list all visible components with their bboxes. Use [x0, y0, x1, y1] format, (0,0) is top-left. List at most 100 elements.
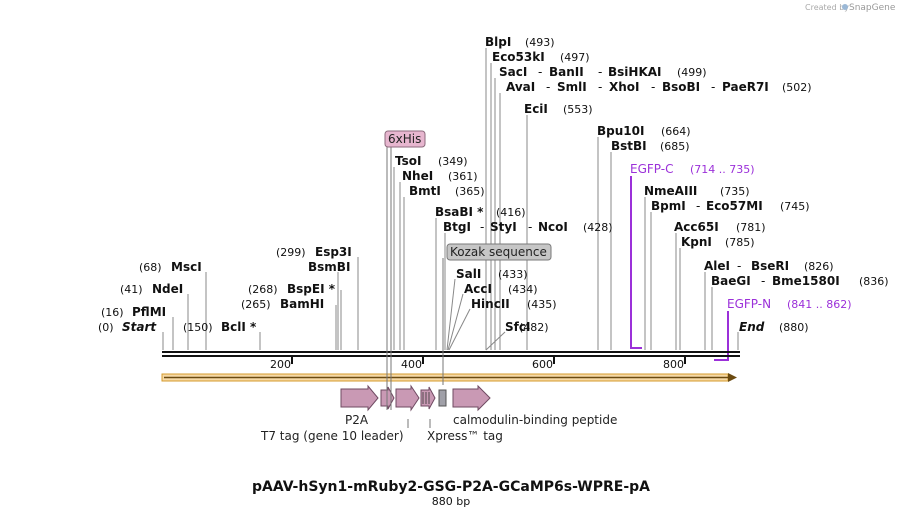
svg-text:-: - — [711, 80, 715, 94]
primer-egfp-c-range: (714 .. 735) — [690, 163, 755, 176]
primer-egfp-c[interactable]: EGFP-C — [630, 162, 673, 176]
enzyme-eco57mi[interactable]: Eco57MI — [706, 199, 763, 213]
feature-arrows — [340, 384, 491, 412]
enzyme-bstbi[interactable]: BstBI — [611, 139, 647, 153]
enzyme-nmeaiii[interactable]: NmeAIII — [644, 184, 697, 198]
feature-t7-arrow[interactable] — [395, 384, 420, 412]
enzyme-bmti[interactable]: BmtI — [409, 184, 441, 198]
enzyme-kpni[interactable]: KpnI — [681, 235, 712, 249]
pos-saci: (499) — [677, 66, 707, 79]
enzyme-bme1580i[interactable]: Bme1580I — [772, 274, 840, 288]
enzyme-saci[interactable]: SacI — [499, 65, 527, 79]
enzyme-btgi[interactable]: BtgI — [443, 220, 471, 234]
tick-label-600: 600 — [532, 358, 553, 371]
primer-egfp-c-arrow[interactable] — [630, 176, 642, 349]
pos-bpu10i: (664) — [661, 125, 691, 138]
orf-arrow[interactable] — [161, 373, 737, 382]
enzyme-bsabi[interactable]: BsaBI * — [435, 205, 484, 219]
enzyme-pflmi[interactable]: PflMI — [132, 305, 166, 319]
primer-egfp-n-range: (841 .. 862) — [787, 298, 852, 311]
map-length: 880 bp — [432, 495, 470, 508]
tick-label-800: 800 — [663, 358, 684, 371]
pos-nhei: (361) — [448, 170, 478, 183]
enzyme-nhei[interactable]: NheI — [402, 169, 433, 183]
feature-connectors — [386, 145, 444, 428]
enzyme-tsoi[interactable]: TsoI — [395, 154, 421, 168]
svg-text:-: - — [528, 220, 532, 234]
enzyme-bpmi[interactable]: BpmI — [651, 199, 686, 213]
svg-text:-: - — [598, 80, 602, 94]
enzyme-avai[interactable]: AvaI — [506, 80, 535, 94]
enzyme-bsobi[interactable]: BsoBI — [662, 80, 700, 94]
tick-label-200: 200 — [270, 358, 291, 371]
svg-text:-: - — [538, 65, 542, 79]
enzyme-acc65i[interactable]: Acc65I — [674, 220, 719, 234]
feature-p2a-arrow[interactable] — [340, 384, 379, 412]
end-position: (880) — [779, 321, 809, 334]
pos-nmeaiii: (735) — [720, 185, 750, 198]
svg-text:-: - — [546, 80, 550, 94]
svg-text:-: - — [651, 80, 655, 94]
svg-text:-: - — [480, 220, 484, 234]
feature-xpress-arrow[interactable] — [420, 386, 436, 410]
pos-esp3i: (299) — [276, 246, 306, 259]
enzyme-bpu10i[interactable]: Bpu10I — [597, 124, 644, 138]
enzyme-bspei[interactable]: BspEI * — [287, 282, 336, 296]
pos-btgi: (428) — [583, 221, 613, 234]
sequence-backbone — [162, 351, 740, 357]
svg-text:-: - — [696, 199, 700, 213]
enzyme-bsmbi[interactable]: BsmBI — [308, 260, 350, 274]
primer-brackets — [630, 176, 729, 361]
enzyme-ncoi[interactable]: NcoI — [538, 220, 568, 234]
pos-sfci: (482) — [519, 321, 549, 334]
feature-label-p2a: P2A — [345, 413, 369, 427]
enzyme-smli[interactable]: SmlI — [557, 80, 587, 94]
enzyme-paer7i[interactable]: PaeR7I — [722, 80, 769, 94]
feature-label-t7: T7 tag (gene 10 leader) — [260, 429, 404, 443]
snapgene-logo-icon — [842, 4, 848, 10]
map-title: pAAV-hSyn1-mRuby2-GSG-P2A-GCaMP6s-WPRE-p… — [252, 479, 650, 495]
feature-kozak-box[interactable] — [438, 389, 447, 407]
feature-cbp-arrow[interactable] — [452, 384, 491, 412]
enzyme-alei[interactable]: AleI — [704, 259, 730, 273]
credit-brand: SnapGene — [849, 3, 896, 13]
enzyme-eco53ki[interactable]: Eco53kI — [492, 50, 545, 64]
enzyme-ndei[interactable]: NdeI — [152, 282, 183, 296]
pos-ndei: (41) — [120, 283, 143, 296]
enzyme-blpi[interactable]: BlpI — [485, 35, 511, 49]
enzyme-bcli[interactable]: BclI * — [221, 320, 257, 334]
enzyme-xhoi[interactable]: XhoI — [609, 80, 640, 94]
enzyme-msci[interactable]: MscI — [171, 260, 202, 274]
enzyme-labels: BlpI (493) Eco53kI (497) SacI - BanII - … — [98, 35, 889, 334]
pos-blpi: (493) — [525, 36, 555, 49]
pos-ecii: (553) — [563, 103, 593, 116]
enzyme-banii[interactable]: BanII — [549, 65, 584, 79]
enzyme-sali[interactable]: SalI — [456, 267, 481, 281]
enzyme-baegi[interactable]: BaeGI — [711, 274, 751, 288]
pos-baegi: (836) — [859, 275, 889, 288]
pos-bamhi: (265) — [241, 298, 271, 311]
primer-egfp-n[interactable]: EGFP-N — [727, 297, 771, 311]
primer-egfp-n-arrow[interactable] — [714, 311, 729, 361]
box-kozak[interactable]: Kozak sequence — [446, 243, 552, 261]
enzyme-styi[interactable]: StyI — [490, 220, 517, 234]
enzyme-esp3i[interactable]: Esp3I — [315, 245, 352, 259]
enzyme-bseri[interactable]: BseRI — [751, 259, 789, 273]
enzyme-acci[interactable]: AccI — [464, 282, 492, 296]
start-position: (0) — [98, 321, 114, 334]
enzyme-bsihkai[interactable]: BsiHKAI — [608, 65, 662, 79]
pos-msci: (68) — [139, 261, 162, 274]
pos-acc65i: (781) — [736, 221, 766, 234]
xpress-hatch — [422, 392, 430, 404]
box-6xhis[interactable]: 6xHis — [384, 130, 426, 148]
enzyme-ecii[interactable]: EciI — [524, 102, 548, 116]
enzyme-sfci[interactable]: SfcI — [505, 320, 530, 334]
enzyme-hincii[interactable]: HincII — [471, 297, 510, 311]
enzyme-bamhi[interactable]: BamHI — [280, 297, 324, 311]
pos-bstbi: (685) — [660, 140, 690, 153]
pos-alei: (826) — [804, 260, 834, 273]
box-kozak-label: Kozak sequence — [450, 245, 547, 259]
feature-label-cbp: calmodulin-binding peptide — [453, 413, 617, 427]
pos-pflmi: (16) — [101, 306, 124, 319]
